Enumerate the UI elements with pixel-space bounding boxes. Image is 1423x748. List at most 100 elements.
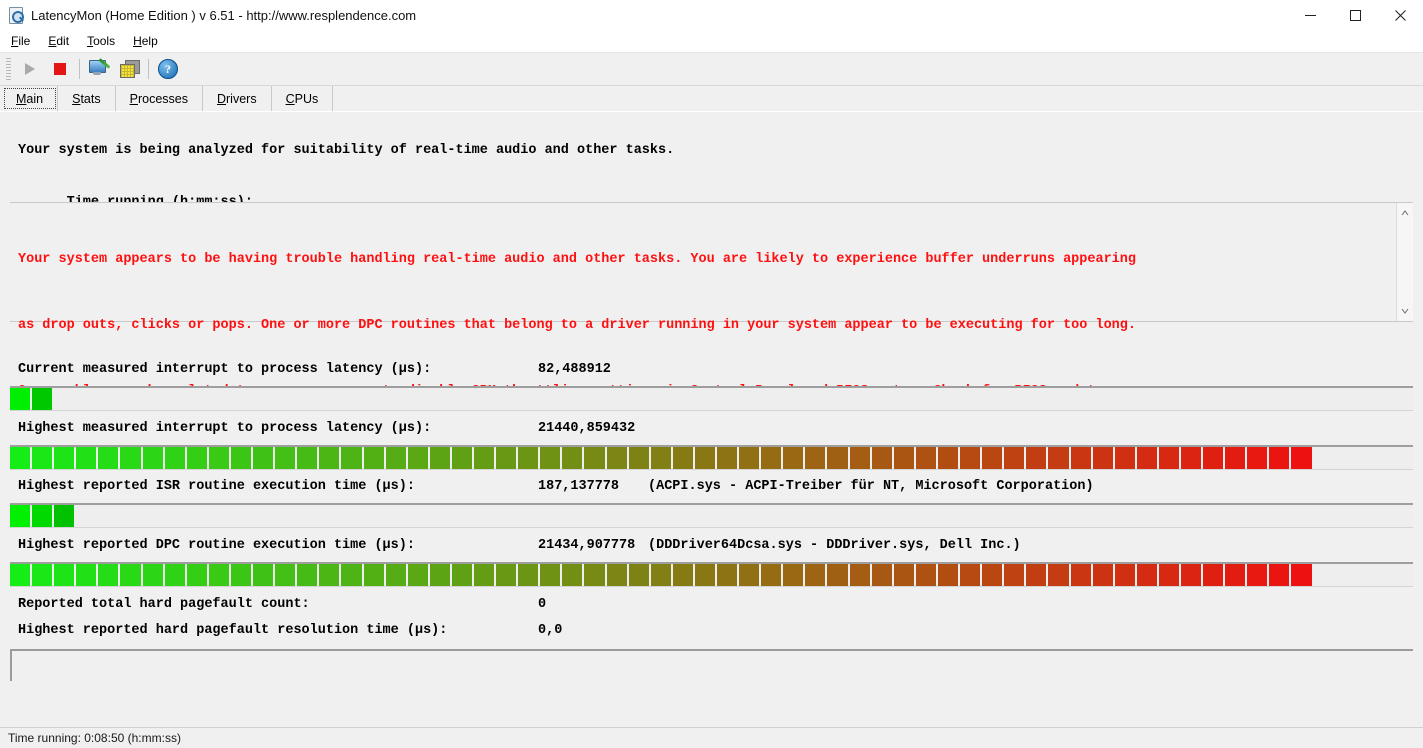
bar-segment xyxy=(1158,447,1179,469)
bar-segment xyxy=(960,447,981,469)
bar-segment xyxy=(54,505,75,527)
scroll-up-icon[interactable] xyxy=(1397,205,1413,221)
menu-item-help[interactable]: Help xyxy=(131,32,166,50)
play-icon xyxy=(25,63,35,75)
bar-segment xyxy=(208,447,229,469)
hard-pagefault-count-value: 0 xyxy=(538,597,547,612)
bar-segment xyxy=(407,447,428,469)
bar-segment xyxy=(10,447,31,469)
bar-segment xyxy=(1070,447,1091,469)
highest-pagefault-resolution-time-label: Highest reported hard pagefault resoluti… xyxy=(18,623,448,638)
menu-file-accelerator: F xyxy=(11,34,19,48)
start-monitoring-button[interactable] xyxy=(15,55,45,83)
bar-segment xyxy=(518,564,539,586)
bar-segment xyxy=(1004,564,1025,586)
bar-segment xyxy=(672,564,693,586)
bar-segment xyxy=(275,564,296,586)
toolbar-grip[interactable] xyxy=(6,58,11,80)
bar-segment xyxy=(496,447,517,469)
bar-segment xyxy=(10,505,31,527)
bar-segment xyxy=(1070,564,1091,586)
latencymon-app-icon xyxy=(8,7,24,24)
bar-segment xyxy=(628,564,649,586)
bar-segment xyxy=(1180,447,1202,469)
bar-segment xyxy=(1026,564,1047,586)
bar-segment xyxy=(297,447,318,469)
bar-segment xyxy=(54,564,75,586)
highest-interrupt-latency-value: 21440,859432 xyxy=(538,421,636,436)
warning-scrollbar[interactable] xyxy=(1396,203,1413,321)
bar-segment xyxy=(253,447,274,469)
bar-segment xyxy=(230,564,252,586)
bar-segment xyxy=(893,564,914,586)
minimize-button[interactable] xyxy=(1288,0,1333,30)
bar-segment xyxy=(341,564,362,586)
menu-item-edit[interactable]: Edit xyxy=(46,32,77,50)
warning-line-1: Your system appears to be having trouble… xyxy=(18,252,1136,267)
menu-file-label: ile xyxy=(18,34,31,48)
bar-segment xyxy=(363,447,384,469)
toolbar: ? xyxy=(0,53,1423,86)
bar-segment xyxy=(496,564,517,586)
bar-segment xyxy=(142,564,163,586)
bar-segment xyxy=(562,564,583,586)
bar-segment xyxy=(694,447,715,469)
bar-segment xyxy=(385,447,406,469)
menu-item-tools[interactable]: Tools xyxy=(85,32,123,50)
divider xyxy=(10,410,1413,411)
bar-segment xyxy=(717,447,738,469)
toolbar-separator xyxy=(79,59,80,79)
bar-segment xyxy=(1048,564,1069,586)
bar-segment xyxy=(1269,564,1290,586)
stop-monitoring-button[interactable] xyxy=(45,55,75,83)
highest-isr-execution-time-value: 187,137778 xyxy=(538,479,620,494)
layers-button[interactable] xyxy=(114,55,144,83)
bar-segment xyxy=(76,564,97,586)
bar-segment xyxy=(1247,447,1268,469)
bar-segment xyxy=(1092,447,1113,469)
bar-segment xyxy=(937,564,959,586)
bar-segment xyxy=(32,388,53,410)
system-info-button[interactable] xyxy=(84,55,114,83)
bar-segment xyxy=(849,564,870,586)
bar-segment xyxy=(562,447,583,469)
bar-segment xyxy=(1048,447,1069,469)
bar-segment xyxy=(915,447,936,469)
bar-segment xyxy=(1269,447,1290,469)
bar-segment xyxy=(186,447,207,469)
bar-segment xyxy=(1092,564,1113,586)
maximize-button[interactable] xyxy=(1333,0,1378,30)
bar-segment xyxy=(1180,564,1202,586)
bar-segment xyxy=(297,564,318,586)
bar-segment xyxy=(1114,564,1135,586)
bar-segment xyxy=(120,564,141,586)
bar-segment xyxy=(230,447,252,469)
tab-cpus[interactable]: C PUs xyxy=(271,86,334,111)
close-button[interactable] xyxy=(1378,0,1423,30)
bar-segment xyxy=(628,447,649,469)
window-controls xyxy=(1288,0,1423,30)
bar-segment xyxy=(164,564,185,586)
bar-segment xyxy=(783,564,804,586)
window-title: LatencyMon (Home Edition ) v 6.51 - http… xyxy=(31,7,417,23)
bar-segment xyxy=(871,564,892,586)
help-button[interactable]: ? xyxy=(153,55,183,83)
bar-segment xyxy=(1225,564,1246,586)
bar-segment xyxy=(164,447,185,469)
tab-stats-accelerator: S xyxy=(72,91,81,106)
scroll-down-icon[interactable] xyxy=(1397,303,1413,319)
tab-processes-accelerator: P xyxy=(129,91,138,106)
bar-segment xyxy=(429,447,450,469)
warning-box: Your system appears to be having trouble… xyxy=(10,202,1413,399)
bar-segment xyxy=(1136,447,1157,469)
bar-segment xyxy=(1203,447,1224,469)
bar-segment xyxy=(584,564,605,586)
bar-segment xyxy=(783,447,804,469)
menu-item-file[interactable]: File xyxy=(9,32,38,50)
bar-segment xyxy=(960,564,981,586)
menu-help-accelerator: H xyxy=(133,34,142,48)
